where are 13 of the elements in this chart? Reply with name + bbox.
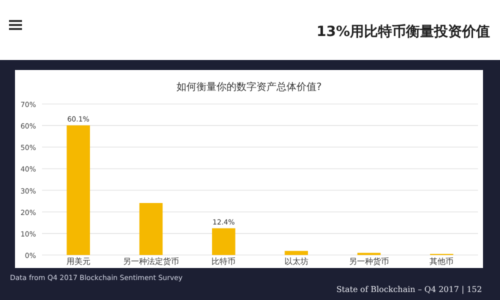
x-tick-label: 比特币 — [212, 257, 236, 266]
bar — [66, 125, 90, 255]
x-tick-label: 用美元 — [66, 257, 90, 266]
x-tick-label: 以太坊 — [284, 257, 308, 266]
text: State of Blockchain – Q4 2017 | 152 — [336, 285, 482, 294]
x-tick-label: 另一种货币 — [349, 257, 389, 266]
x-tick-label: 另一种法定货币 — [123, 257, 179, 266]
bar — [212, 228, 236, 255]
x-tick-label: 其他币 — [430, 257, 454, 266]
bar — [139, 203, 163, 255]
chart-subtitle: 13%用比特币衡量投资价值 — [316, 23, 490, 40]
bar — [284, 250, 308, 255]
chart-title: 如何衡量你的数字资产总体价值? — [176, 81, 322, 93]
